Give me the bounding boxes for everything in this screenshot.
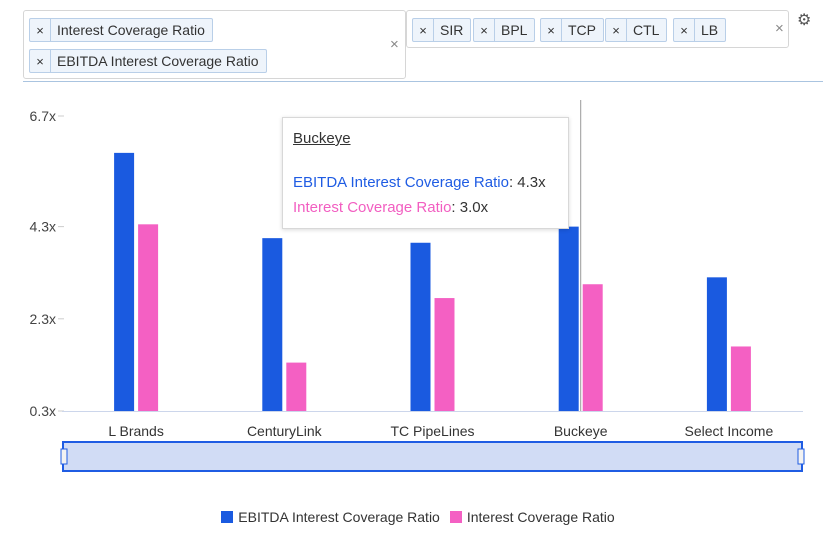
tooltip-row: Interest Coverage Ratio: 3.0x xyxy=(293,199,489,216)
metric-chip-label: Interest Coverage Ratio xyxy=(57,22,205,38)
range-navigator xyxy=(62,441,803,472)
ticker-chip: × BPL xyxy=(473,18,536,42)
bar xyxy=(582,284,603,411)
ticker-chip-label: TCP xyxy=(568,22,596,38)
metric-chip-label: EBITDA Interest Coverage Ratio xyxy=(57,53,259,69)
ticker-chip-label: BPL xyxy=(501,22,528,38)
y-tick-label: 6.7x xyxy=(30,108,56,124)
legend-label: EBITDA Interest Coverage Ratio xyxy=(238,509,440,525)
divider xyxy=(23,81,823,82)
x-tick-label: CenturyLink xyxy=(247,423,323,439)
legend-swatch xyxy=(449,511,462,523)
bar xyxy=(286,362,307,411)
navigator-handle-right xyxy=(797,448,805,465)
legend-swatch xyxy=(221,511,234,523)
bar xyxy=(262,238,283,411)
tooltip-series-label: EBITDA Interest Coverage Ratio xyxy=(293,174,509,191)
ticker-chip: × CTL xyxy=(605,18,668,42)
ticker-chip-label: SIR xyxy=(440,22,464,38)
remove-metric-button[interactable]: × xyxy=(30,19,51,41)
bar xyxy=(410,242,431,411)
bar xyxy=(706,277,727,411)
gear-icon[interactable]: ⚙ xyxy=(797,12,812,29)
legend-item[interactable]: EBITDA Interest Coverage Ratio xyxy=(221,509,440,525)
bar xyxy=(730,346,751,411)
ticker-chip-label: LB xyxy=(701,22,719,38)
ticker-chip: × SIR xyxy=(412,18,472,42)
clear-metrics-button[interactable]: × xyxy=(390,36,399,53)
tooltip-series-label: Interest Coverage Ratio xyxy=(293,199,452,216)
x-tick-label: Select Income xyxy=(685,423,774,439)
legend-item[interactable]: Interest Coverage Ratio xyxy=(449,509,615,525)
chart-legend: EBITDA Interest Coverage Ratio Interest … xyxy=(0,509,836,525)
bar xyxy=(558,226,579,411)
ticker-chip-label: CTL xyxy=(633,22,660,38)
bar xyxy=(114,152,135,411)
remove-ticker-button[interactable]: × xyxy=(413,19,434,41)
tooltip-value: 3.0x xyxy=(459,199,489,216)
clear-tickers-button[interactable]: × xyxy=(775,20,784,37)
remove-ticker-button[interactable]: × xyxy=(674,19,695,41)
y-tick-label: 2.3x xyxy=(30,311,56,327)
tooltip-value: 4.3x xyxy=(517,174,546,191)
remove-ticker-button[interactable]: × xyxy=(606,19,627,41)
y-tick-label: 0.3x xyxy=(30,403,56,419)
tooltip-title: Buckeye xyxy=(293,130,351,147)
y-tick-label: 4.3x xyxy=(30,219,56,235)
remove-metric-button[interactable]: × xyxy=(30,50,51,72)
remove-ticker-button[interactable]: × xyxy=(541,19,562,41)
bar xyxy=(434,298,455,411)
x-tick-label: TC PipeLines xyxy=(390,423,474,439)
ticker-chip: × LB xyxy=(673,18,727,42)
ticker-chip: × TCP xyxy=(540,18,604,42)
legend-label: Interest Coverage Ratio xyxy=(466,509,615,525)
tooltip-row: EBITDA Interest Coverage Ratio: 4.3x xyxy=(293,174,546,191)
metric-chip: × EBITDA Interest Coverage Ratio xyxy=(29,49,267,73)
bar xyxy=(138,224,159,411)
chart-tooltip: Buckeye EBITDA Interest Coverage Ratio: … xyxy=(282,117,569,229)
navigator-handle-left xyxy=(60,448,68,465)
metric-chip: × Interest Coverage Ratio xyxy=(29,18,213,42)
x-tick-label: L Brands xyxy=(108,423,164,439)
remove-ticker-button[interactable]: × xyxy=(474,19,495,41)
x-tick-label: Buckeye xyxy=(554,423,608,439)
